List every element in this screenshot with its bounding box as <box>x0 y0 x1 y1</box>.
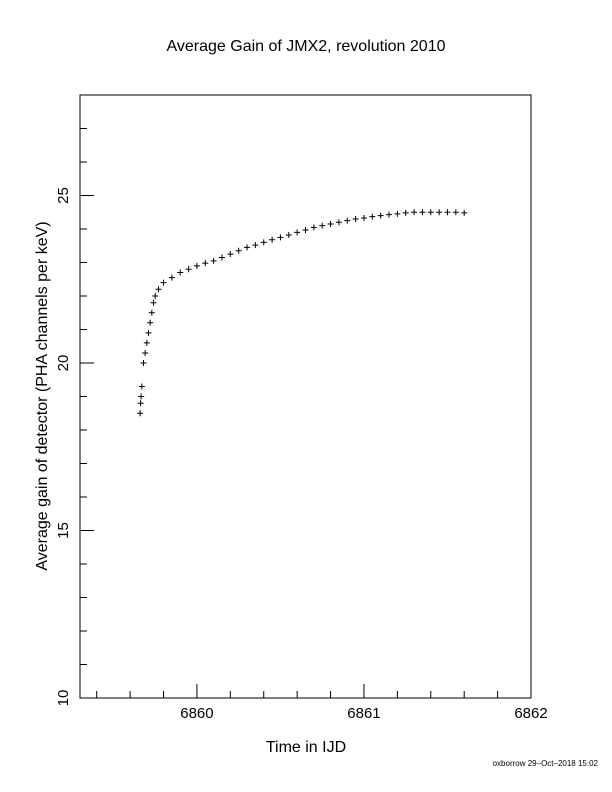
y-tick-label: 10 <box>55 690 72 707</box>
data-point <box>402 209 409 216</box>
data-point <box>202 260 209 267</box>
data-point <box>148 309 155 316</box>
y-axis-label: Average gain of detector (PHA channels p… <box>34 221 51 570</box>
data-point <box>137 400 144 407</box>
data-point <box>386 211 393 218</box>
data-point <box>352 215 359 222</box>
y-tick-label: 15 <box>55 522 72 539</box>
x-tick-label: 6860 <box>180 705 213 722</box>
data-point <box>461 209 468 216</box>
data-point <box>193 262 200 269</box>
data-point <box>140 360 147 366</box>
data-point <box>285 232 292 239</box>
data-point <box>310 224 317 231</box>
chart-title: Average Gain of JMX2, revolution 2010 <box>167 38 446 55</box>
data-point <box>155 286 162 293</box>
data-point <box>143 339 150 346</box>
data-point <box>452 209 459 216</box>
data-point <box>218 254 225 261</box>
data-point <box>411 209 418 216</box>
data-point <box>160 279 167 286</box>
data-point <box>185 266 192 273</box>
data-point <box>277 234 284 241</box>
data-point <box>147 319 154 326</box>
data-point <box>327 220 334 227</box>
data-point <box>137 410 144 417</box>
data-point <box>244 244 251 251</box>
data-point <box>377 212 384 219</box>
data-point <box>369 213 376 220</box>
data-point <box>436 209 443 216</box>
x-axis-label: Time in IJD <box>266 739 346 756</box>
data-point <box>444 209 451 216</box>
data-point <box>269 236 276 243</box>
y-tick-label: 20 <box>55 355 72 372</box>
data-point <box>177 269 184 276</box>
x-tick-label: 6862 <box>514 705 547 722</box>
data-point <box>227 251 234 258</box>
data-point <box>344 217 351 224</box>
data-point <box>302 227 309 234</box>
data-point <box>252 242 259 249</box>
data-point <box>138 383 145 390</box>
x-tick-label: 6861 <box>347 705 380 722</box>
data-point <box>142 349 149 356</box>
data-point <box>152 293 159 299</box>
data-point <box>335 219 342 226</box>
data-point <box>138 393 145 400</box>
data-point <box>235 247 242 254</box>
data-point <box>360 214 367 221</box>
data-point <box>150 299 157 306</box>
data-point <box>260 239 267 246</box>
data-point <box>210 257 217 264</box>
data-point <box>427 209 434 216</box>
data-point <box>145 329 152 336</box>
data-point <box>419 209 426 216</box>
data-point <box>168 274 175 281</box>
data-point <box>294 229 301 236</box>
footer: oxborrow 29–Oct–2018 15:02 <box>493 759 599 768</box>
data-point <box>319 222 326 229</box>
data-point <box>394 210 401 217</box>
y-tick-label: 25 <box>55 187 72 204</box>
